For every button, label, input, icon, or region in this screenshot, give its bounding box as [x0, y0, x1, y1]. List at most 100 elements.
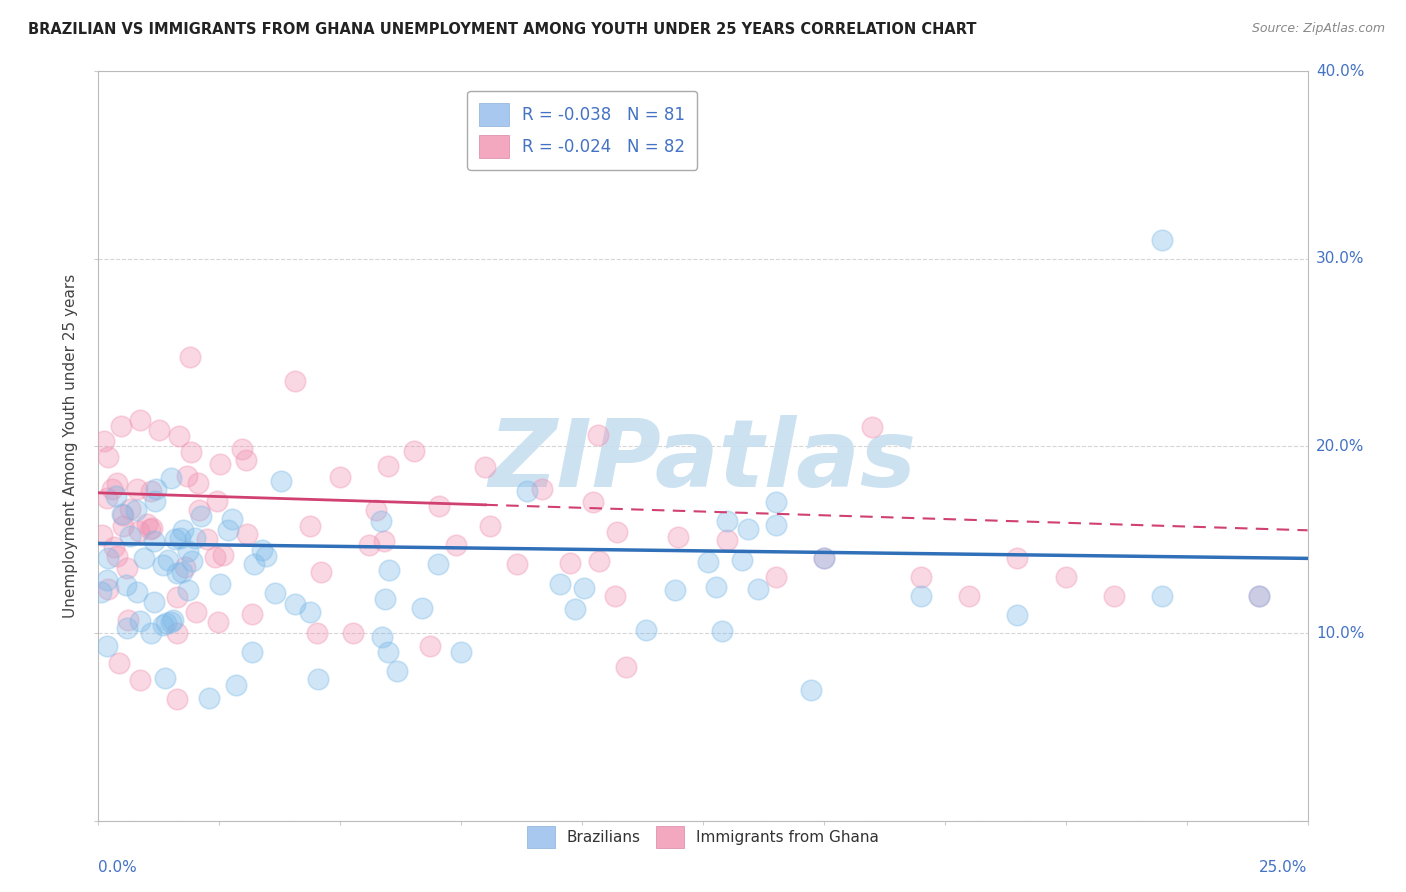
- Point: [152, 558, 174, 572]
- Point: [120, 501, 142, 516]
- Point: [385, 664, 408, 678]
- Point: [166, 626, 188, 640]
- Point: [730, 553, 752, 567]
- Point: [813, 551, 835, 566]
- Point: [419, 639, 441, 653]
- Point: [429, 499, 451, 513]
- Point: [1007, 607, 1029, 622]
- Point: [737, 522, 759, 536]
- Point: [190, 508, 212, 523]
- Point: [478, 519, 501, 533]
- Point: [616, 660, 638, 674]
- Point: [299, 519, 322, 533]
- Point: [450, 645, 472, 659]
- Point: [96, 491, 118, 506]
- Point: [1054, 570, 1077, 584]
- Point: [747, 582, 769, 596]
- Point: [172, 523, 194, 537]
- Text: 30.0%: 30.0%: [1316, 252, 1364, 266]
- Point: [111, 507, 134, 521]
- Point: [138, 522, 160, 536]
- Point: [93, 434, 115, 449]
- Point: [765, 518, 787, 533]
- Point: [1007, 551, 1029, 566]
- Point: [813, 551, 835, 566]
- Point: [588, 554, 610, 568]
- Point: [167, 428, 190, 442]
- Point: [132, 551, 155, 566]
- Point: [377, 459, 399, 474]
- Point: [212, 548, 235, 562]
- Point: [800, 683, 823, 698]
- Point: [125, 482, 148, 496]
- Point: [97, 450, 120, 464]
- Point: [1102, 589, 1125, 603]
- Text: 40.0%: 40.0%: [1316, 64, 1364, 78]
- Point: [155, 615, 177, 630]
- Point: [135, 517, 157, 532]
- Point: [704, 580, 727, 594]
- Point: [90, 584, 112, 599]
- Point: [208, 457, 231, 471]
- Point: [97, 550, 120, 565]
- Text: 0.0%: 0.0%: [98, 860, 138, 874]
- Point: [141, 521, 163, 535]
- Point: [125, 503, 148, 517]
- Point: [166, 566, 188, 581]
- Point: [359, 538, 381, 552]
- Point: [860, 420, 883, 434]
- Point: [143, 534, 166, 549]
- Text: BRAZILIAN VS IMMIGRANTS FROM GHANA UNEMPLOYMENT AMONG YOUTH UNDER 25 YEARS CORRE: BRAZILIAN VS IMMIGRANTS FROM GHANA UNEMP…: [28, 22, 977, 37]
- Text: 20.0%: 20.0%: [1316, 439, 1364, 453]
- Point: [105, 475, 128, 490]
- Point: [250, 543, 273, 558]
- Point: [270, 475, 292, 489]
- Point: [103, 541, 125, 555]
- Point: [181, 554, 204, 568]
- Point: [560, 556, 582, 570]
- Point: [574, 582, 596, 596]
- Point: [716, 514, 738, 528]
- Point: [127, 584, 149, 599]
- Point: [153, 671, 176, 685]
- Point: [298, 605, 321, 619]
- Point: [765, 495, 787, 509]
- Point: [1249, 589, 1271, 603]
- Text: Source: ZipAtlas.com: Source: ZipAtlas.com: [1251, 22, 1385, 36]
- Point: [531, 482, 554, 496]
- Point: [110, 419, 132, 434]
- Point: [240, 645, 263, 659]
- Point: [139, 484, 162, 499]
- Point: [426, 557, 449, 571]
- Point: [152, 617, 174, 632]
- Point: [97, 582, 120, 597]
- Point: [505, 557, 527, 571]
- Text: 10.0%: 10.0%: [1316, 626, 1364, 640]
- Point: [96, 573, 118, 587]
- Point: [366, 503, 388, 517]
- Point: [236, 527, 259, 541]
- Point: [235, 453, 257, 467]
- Point: [173, 560, 195, 574]
- Point: [180, 445, 202, 459]
- Point: [184, 605, 207, 619]
- Point: [179, 350, 201, 364]
- Point: [207, 615, 229, 630]
- Point: [1152, 589, 1174, 603]
- Point: [129, 673, 152, 688]
- Point: [342, 626, 364, 640]
- Point: [221, 512, 243, 526]
- Point: [139, 625, 162, 640]
- Point: [605, 589, 627, 603]
- Point: [1249, 589, 1271, 603]
- Point: [374, 592, 396, 607]
- Point: [166, 692, 188, 706]
- Point: [105, 549, 128, 563]
- Point: [176, 469, 198, 483]
- Point: [370, 514, 392, 528]
- Point: [307, 672, 329, 686]
- Point: [104, 489, 127, 503]
- Point: [111, 508, 134, 523]
- Point: [172, 566, 194, 580]
- Point: [188, 503, 211, 517]
